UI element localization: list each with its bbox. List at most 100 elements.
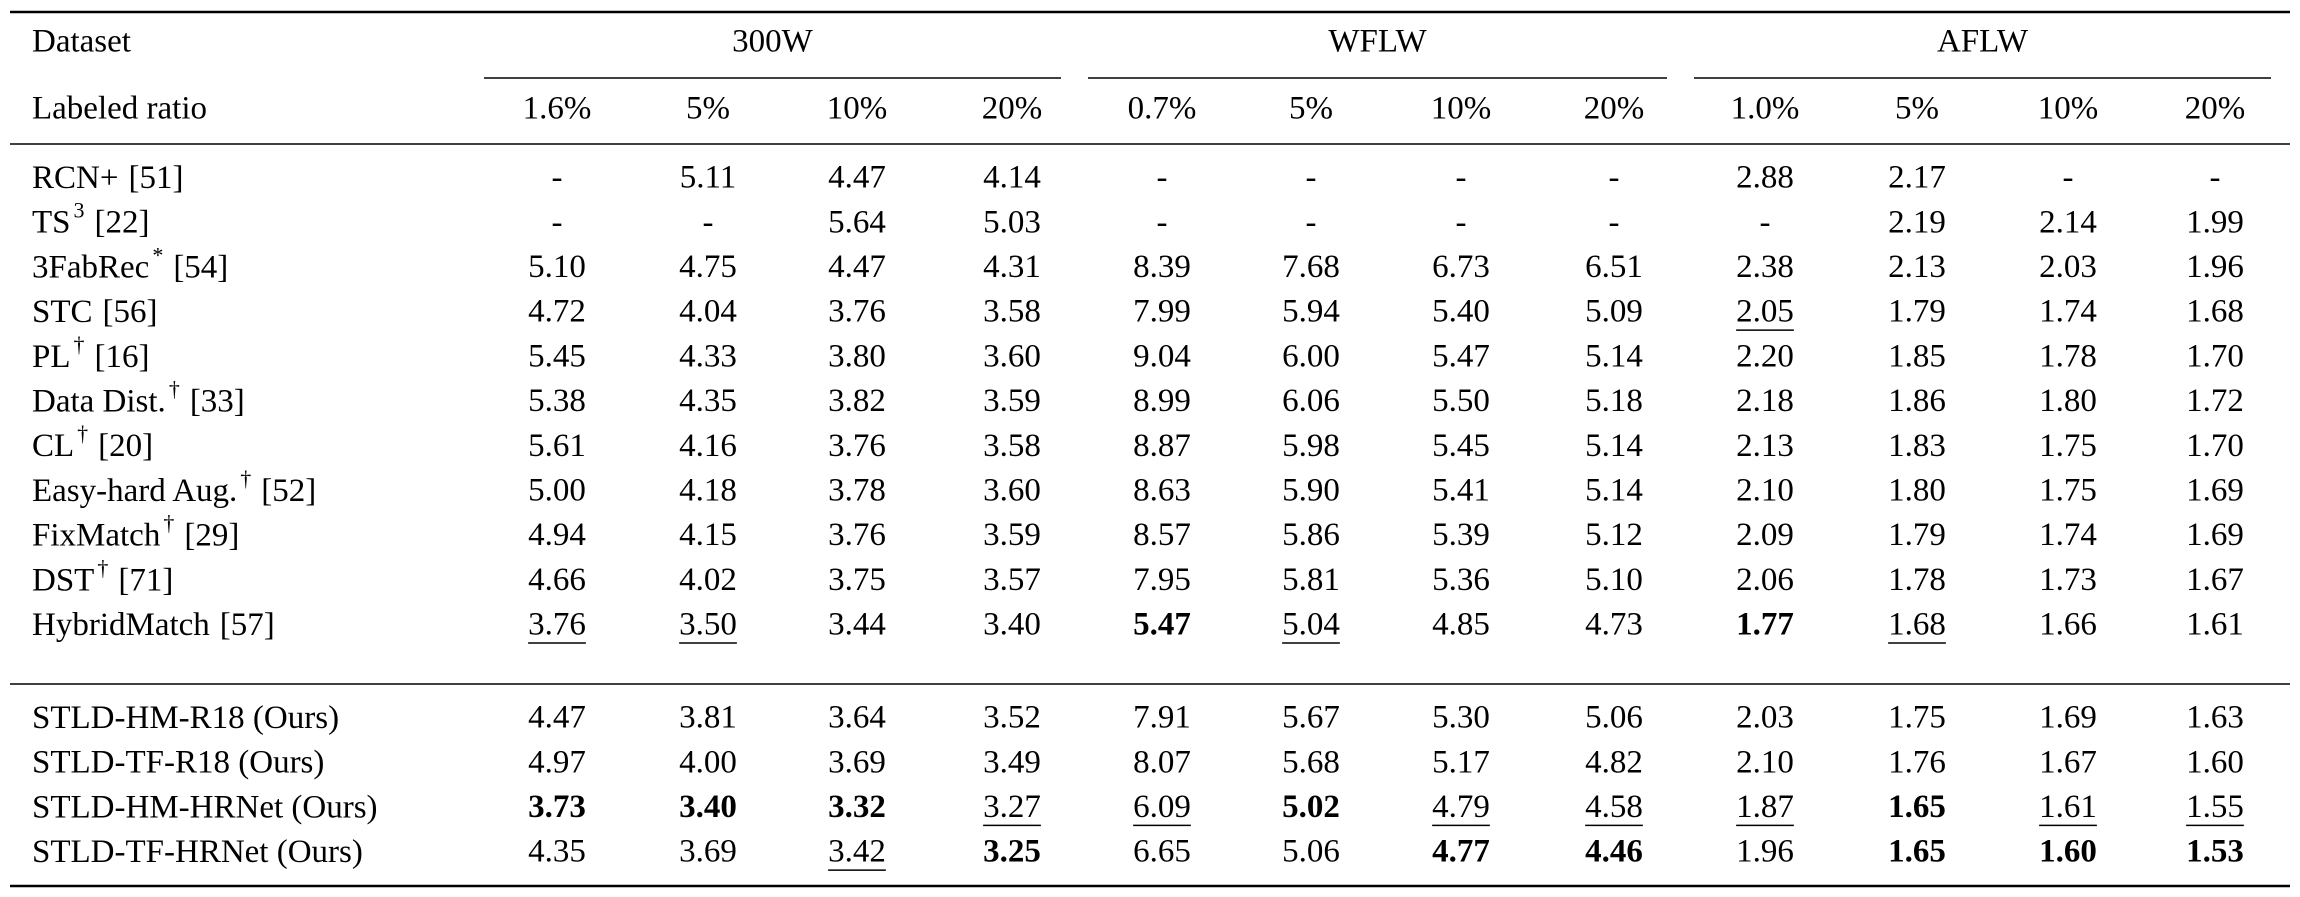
method-name: 3FabRec bbox=[32, 249, 149, 285]
cell: 6.51 bbox=[1585, 249, 1643, 285]
cell: 5.40 bbox=[1432, 294, 1490, 330]
cell: 6.09 bbox=[1133, 789, 1191, 825]
cell: 4.31 bbox=[983, 249, 1041, 285]
method-name: STLD-TF-HRNet (Ours) bbox=[32, 834, 363, 870]
cell: 1.75 bbox=[2039, 428, 2097, 464]
cell: 3.59 bbox=[983, 517, 1041, 553]
column-header: 10% bbox=[1431, 91, 1492, 127]
cell: 6.73 bbox=[1432, 249, 1490, 285]
cell: 1.68 bbox=[1888, 607, 1946, 643]
method-superscript: * bbox=[152, 242, 163, 267]
cell: 3.64 bbox=[828, 700, 886, 736]
cell: 1.63 bbox=[2186, 700, 2244, 736]
cell: 4.04 bbox=[679, 294, 737, 330]
column-header: 0.7% bbox=[1128, 91, 1197, 127]
cell: 1.80 bbox=[1888, 472, 1946, 508]
cell: 1.60 bbox=[2186, 744, 2244, 780]
cell: 3.60 bbox=[983, 338, 1041, 374]
cell: 4.79 bbox=[1432, 789, 1490, 825]
cell: 2.06 bbox=[1736, 562, 1794, 598]
cell: 1.67 bbox=[2186, 562, 2244, 598]
group-header: AFLW bbox=[1937, 24, 2029, 60]
cell: 4.46 bbox=[1585, 834, 1643, 870]
cell: 3.75 bbox=[828, 562, 886, 598]
method-reference: [54] bbox=[173, 249, 228, 285]
cell: 2.03 bbox=[2039, 249, 2097, 285]
method-reference: [20] bbox=[98, 428, 153, 464]
cell: 3.42 bbox=[828, 834, 886, 870]
method-label: RCN+ [51] bbox=[32, 160, 183, 196]
cell: 5.41 bbox=[1432, 472, 1490, 508]
column-header: 20% bbox=[982, 91, 1043, 127]
cell: 5.09 bbox=[1585, 294, 1643, 330]
cell: 1.69 bbox=[2186, 517, 2244, 553]
cell: 3.59 bbox=[983, 383, 1041, 419]
cell: 1.74 bbox=[2039, 294, 2097, 330]
cell: 5.14 bbox=[1585, 472, 1643, 508]
cell: 1.76 bbox=[1888, 744, 1946, 780]
cell: 1.55 bbox=[2186, 789, 2244, 825]
cell: 5.45 bbox=[1432, 428, 1490, 464]
cell: 1.61 bbox=[2039, 789, 2097, 825]
cell: 7.95 bbox=[1133, 562, 1191, 598]
cell: 5.45 bbox=[528, 338, 586, 374]
method-reference: [33] bbox=[190, 383, 245, 419]
cell: 3.73 bbox=[528, 789, 586, 825]
cell: 3.82 bbox=[828, 383, 886, 419]
cell: - bbox=[2210, 160, 2221, 196]
method-label: CL † [20] bbox=[32, 421, 153, 464]
first-col-header: Dataset bbox=[32, 24, 131, 60]
method-reference: [16] bbox=[95, 338, 150, 374]
cell: 1.80 bbox=[2039, 383, 2097, 419]
cell: 4.82 bbox=[1585, 744, 1643, 780]
method-label: STLD-HM-HRNet (Ours) bbox=[32, 789, 378, 825]
cell: - bbox=[2063, 160, 2074, 196]
cell: 3.49 bbox=[983, 744, 1041, 780]
method-label: STLD-HM-R18 (Ours) bbox=[32, 700, 339, 736]
cell: 3.80 bbox=[828, 338, 886, 374]
method-name: PL bbox=[32, 338, 71, 374]
cell: 7.99 bbox=[1133, 294, 1191, 330]
method-name: HybridMatch bbox=[32, 607, 210, 643]
cell: 4.77 bbox=[1432, 834, 1490, 870]
cell: 4.15 bbox=[679, 517, 737, 553]
cell: 1.99 bbox=[2186, 204, 2244, 240]
cell: 4.14 bbox=[983, 160, 1041, 196]
cell: 6.65 bbox=[1133, 834, 1191, 870]
cell: 5.81 bbox=[1282, 562, 1340, 598]
cell: - bbox=[1609, 160, 1620, 196]
method-reference: [29] bbox=[184, 517, 239, 553]
method-label: HybridMatch [57] bbox=[32, 607, 275, 643]
cell: 3.78 bbox=[828, 472, 886, 508]
cell: 3.40 bbox=[679, 789, 737, 825]
cell: 1.67 bbox=[2039, 744, 2097, 780]
cell: 1.86 bbox=[1888, 383, 1946, 419]
column-header: 5% bbox=[686, 91, 730, 127]
cell: 1.79 bbox=[1888, 517, 1946, 553]
method-name: Easy-hard Aug. bbox=[32, 472, 237, 508]
cell: 8.07 bbox=[1133, 744, 1191, 780]
method-superscript: † bbox=[97, 555, 108, 580]
cell: 7.68 bbox=[1282, 249, 1340, 285]
cell: 4.33 bbox=[679, 338, 737, 374]
cell: 3.40 bbox=[983, 607, 1041, 643]
cell: 2.03 bbox=[1736, 700, 1794, 736]
cell: 2.18 bbox=[1736, 383, 1794, 419]
method-reference: [57] bbox=[220, 607, 275, 643]
cell: 5.14 bbox=[1585, 338, 1643, 374]
cell: 2.10 bbox=[1736, 472, 1794, 508]
cell: 5.47 bbox=[1432, 338, 1490, 374]
method-reference: [22] bbox=[95, 204, 150, 240]
cell: 5.86 bbox=[1282, 517, 1340, 553]
cell: 7.91 bbox=[1133, 700, 1191, 736]
method-label: PL † [16] bbox=[32, 331, 150, 374]
cell: 8.63 bbox=[1133, 472, 1191, 508]
cell: - bbox=[1157, 204, 1168, 240]
cell: 1.85 bbox=[1888, 338, 1946, 374]
method-name: CL bbox=[32, 428, 74, 464]
cell: 5.06 bbox=[1282, 834, 1340, 870]
method-name: TS bbox=[32, 204, 71, 240]
cell: 3.50 bbox=[679, 607, 737, 643]
cell: 1.87 bbox=[1736, 789, 1794, 825]
